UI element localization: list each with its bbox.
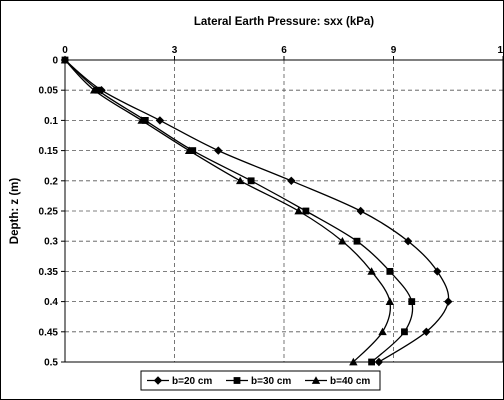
data-point bbox=[422, 327, 431, 336]
data-point bbox=[401, 328, 408, 336]
data-point bbox=[214, 146, 223, 155]
legend-marker bbox=[311, 376, 321, 384]
legend-item: b=30 cm bbox=[226, 376, 291, 387]
y-tick-label: 0.35 bbox=[39, 267, 59, 278]
grid-layer bbox=[65, 60, 503, 362]
y-tick-label: 0.5 bbox=[44, 358, 58, 369]
data-point bbox=[444, 297, 453, 306]
data-point bbox=[378, 327, 387, 336]
series-triangle bbox=[60, 55, 395, 366]
data-point bbox=[356, 206, 365, 216]
data-point bbox=[403, 237, 413, 246]
data-point bbox=[386, 268, 394, 275]
data-point bbox=[385, 297, 395, 305]
y-tick-label: 0.15 bbox=[39, 146, 59, 157]
legend-label: b=40 cm bbox=[330, 376, 370, 387]
data-point bbox=[338, 237, 347, 245]
x-tick-label: 3 bbox=[172, 45, 178, 56]
data-point bbox=[94, 86, 102, 94]
series-line bbox=[64, 59, 450, 363]
y-tick-label: 0.05 bbox=[39, 86, 59, 97]
legend-marker bbox=[153, 376, 163, 385]
data-point bbox=[433, 267, 442, 276]
x-tick-label: 9 bbox=[391, 45, 397, 56]
data-point bbox=[353, 237, 361, 245]
data-point bbox=[302, 207, 310, 215]
legend-label: b=30 cm bbox=[251, 376, 291, 387]
data-point bbox=[374, 357, 384, 367]
data-point bbox=[141, 117, 149, 124]
x-tick-label: 6 bbox=[281, 45, 287, 56]
legend-item: b=40 cm bbox=[305, 376, 370, 387]
data-point bbox=[367, 267, 376, 275]
y-tick-label: 0.2 bbox=[44, 176, 58, 187]
legend-marker bbox=[233, 377, 241, 384]
y-tick-label: 0.45 bbox=[39, 327, 59, 338]
legend-item: b=20 cm bbox=[147, 376, 212, 387]
data-point bbox=[247, 177, 255, 185]
data-point bbox=[60, 55, 70, 64]
y-tick-label: 0.1 bbox=[44, 116, 58, 127]
data-point bbox=[137, 116, 146, 124]
y-tick-label: 0.4 bbox=[44, 297, 58, 308]
data-point bbox=[294, 206, 303, 215]
x-tick-label: 12 bbox=[497, 45, 504, 56]
legend-label: b=20 cm bbox=[172, 376, 212, 387]
legend: b=20 cm b=30 cm b=40 cm bbox=[140, 370, 381, 391]
data-point bbox=[368, 358, 375, 366]
y-tick-label: 0 bbox=[52, 56, 58, 67]
legend-box bbox=[140, 370, 381, 391]
y-tick-label: 0.3 bbox=[44, 237, 58, 248]
x-tick-label: 0 bbox=[62, 45, 68, 56]
data-point bbox=[155, 116, 165, 125]
data-point bbox=[408, 298, 416, 305]
series-layer bbox=[60, 55, 453, 367]
y-tick-label: 0.25 bbox=[39, 207, 59, 218]
data-point bbox=[189, 147, 197, 154]
series-diamond bbox=[60, 55, 453, 367]
data-point bbox=[349, 357, 358, 366]
x-tick-labels: 0 3 6 9 12 bbox=[62, 45, 504, 60]
data-point bbox=[287, 176, 296, 185]
data-point bbox=[184, 146, 194, 154]
y-tick-labels: 0 0.05 0.1 0.15 0.2 0.25 0.3 0.35 0.4 0.45 0.5 bbox=[39, 56, 65, 369]
data-point bbox=[90, 86, 99, 94]
y-axis-title: Depth: z (m) bbox=[9, 178, 21, 245]
data-point bbox=[236, 176, 245, 185]
x-axis-title: Lateral Earth Pressure: sxx (kPa) bbox=[194, 16, 374, 28]
